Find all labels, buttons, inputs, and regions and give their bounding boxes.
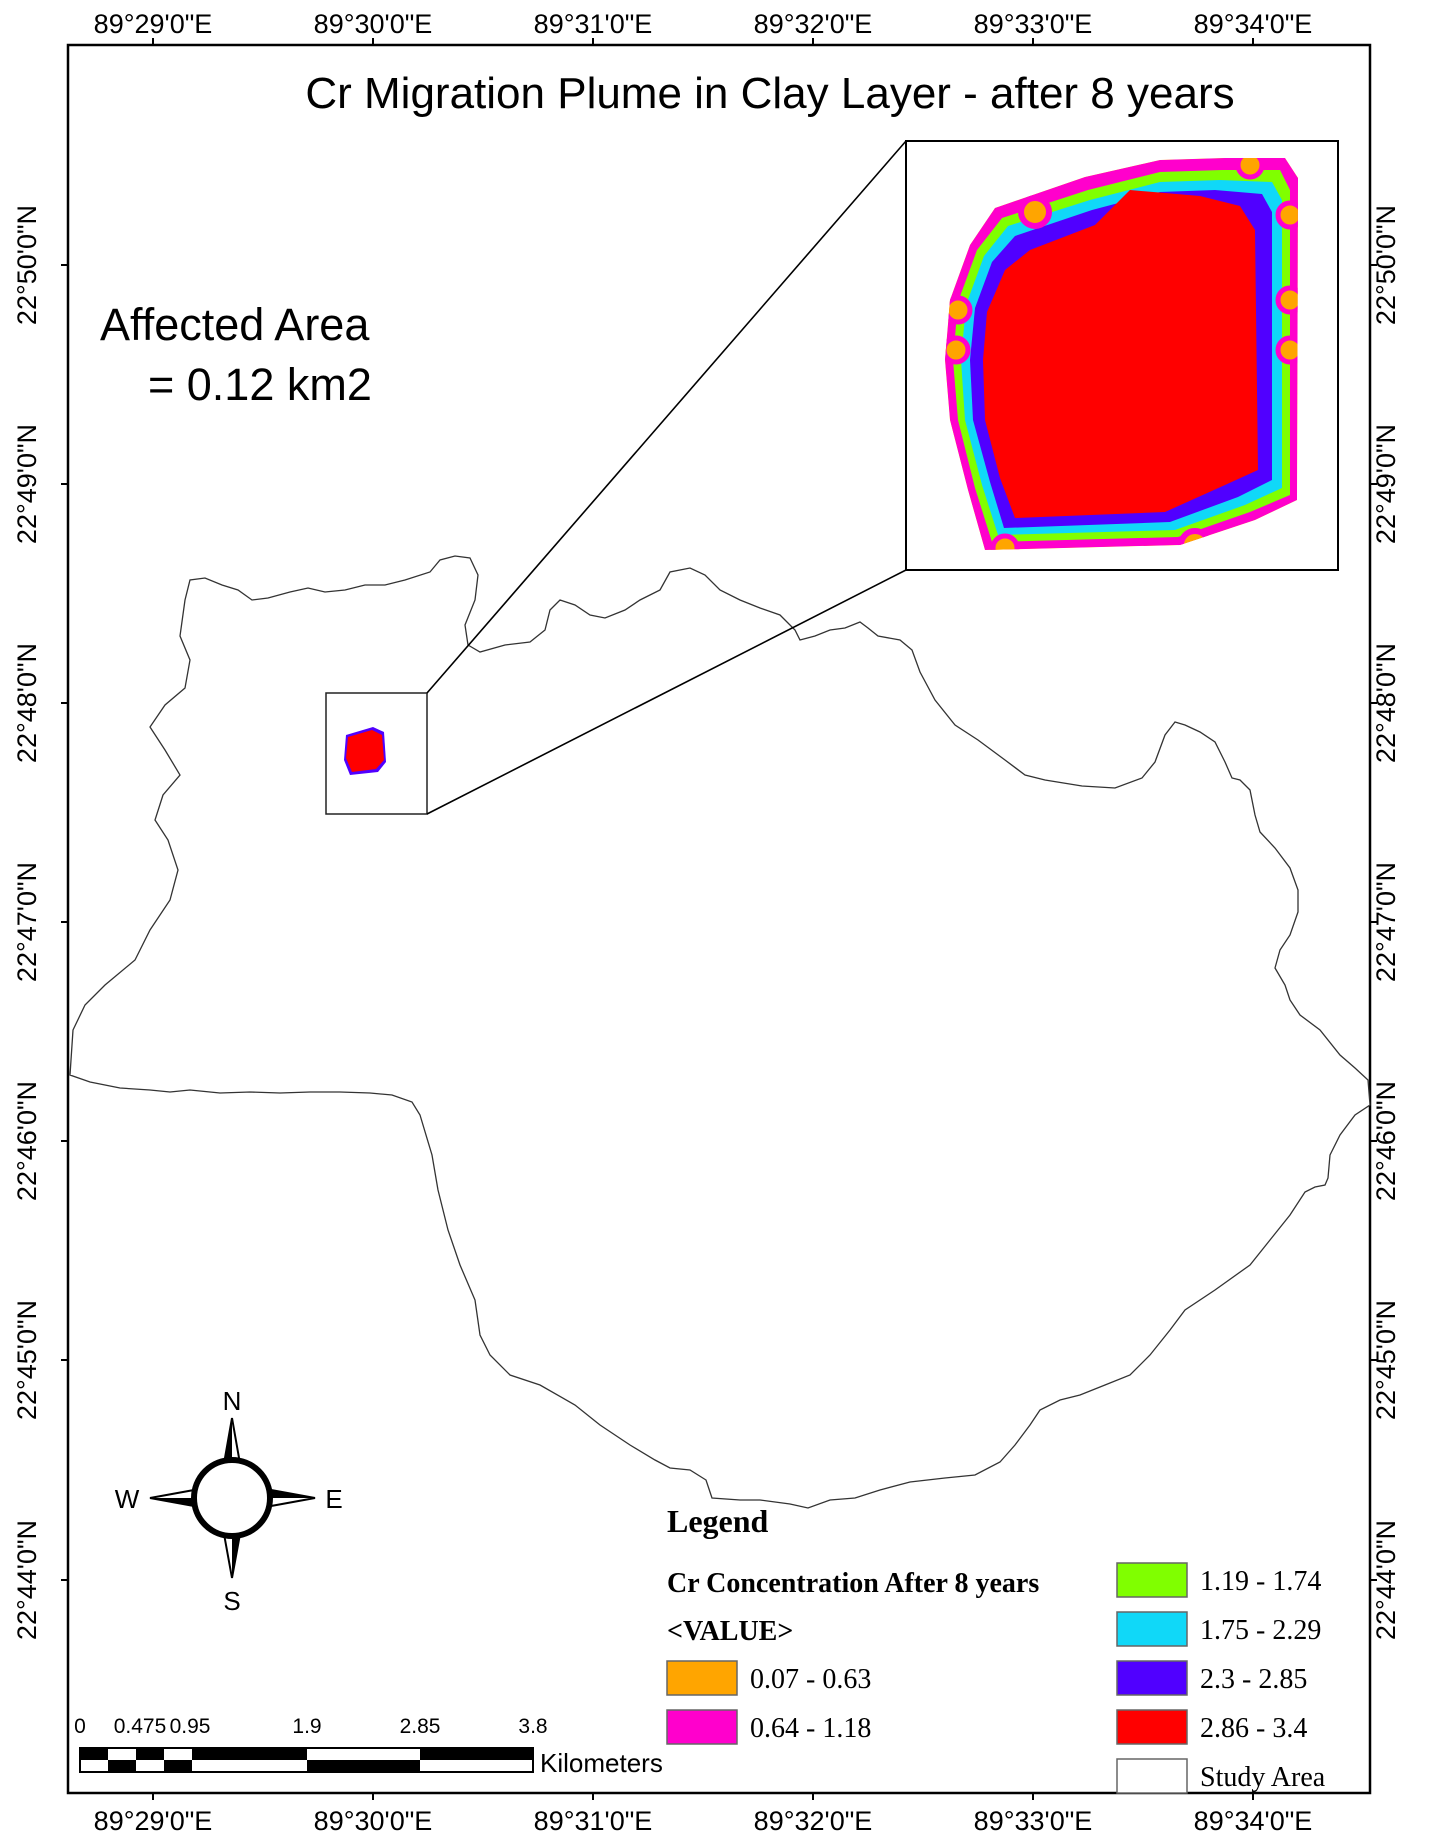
scale-label-1: 0.475: [114, 1715, 167, 1738]
lon-label-top-4: 89°32'0"E: [754, 9, 873, 39]
scale-label-5: 3.8: [518, 1715, 547, 1738]
scale-label-2: 0.95: [170, 1715, 211, 1738]
lon-label-top-6: 89°34'0"E: [1194, 9, 1313, 39]
lat-label-left-7: 22°44'0"N: [12, 1520, 42, 1640]
scale-label-3: 1.9: [292, 1715, 321, 1738]
lat-label-left-5: 22°46'0"N: [12, 1081, 42, 1201]
plume-small-core: [346, 730, 384, 772]
latitude-ticks: [61, 264, 1377, 1581]
study-area-boundary: [69, 555, 1371, 1509]
affected-area-label: Affected Area: [100, 299, 370, 350]
legend-label-6: 2.86 - 3.4: [1200, 1713, 1307, 1744]
compass-w-label: W: [115, 1484, 140, 1514]
top-longitude-labels: 89°29'0"E 89°30'0"E 89°31'0"E 89°32'0"E …: [94, 9, 1313, 39]
lon-label-bottom-2: 89°30'0"E: [314, 1806, 433, 1836]
lat-label-left-4: 22°47'0"N: [12, 862, 42, 982]
compass-e-label: E: [325, 1484, 342, 1514]
legend-swatch-study-area: [1116, 1758, 1188, 1794]
affected-area-value: = 0.12 km2: [148, 359, 372, 410]
legend-label-2: 0.64 - 1.18: [750, 1713, 871, 1744]
lon-label-bottom-1: 89°29'0"E: [94, 1806, 213, 1836]
scale-label-0: 0: [74, 1715, 86, 1738]
lon-label-bottom-5: 89°33'0"E: [974, 1806, 1093, 1836]
legend-label-3: 1.19 - 1.74: [1200, 1566, 1321, 1597]
legend-swatch-5: [1116, 1660, 1188, 1696]
lon-label-bottom-3: 89°31'0"E: [534, 1806, 653, 1836]
lon-label-top-1: 89°29'0"E: [94, 9, 213, 39]
compass-s-label: S: [223, 1586, 240, 1616]
lat-label-left-3: 22°48'0"N: [12, 643, 42, 763]
legend-swatch-3: [1116, 1562, 1188, 1598]
lat-label-left-2: 22°49'0"N: [12, 424, 42, 544]
legend-field: <VALUE>: [667, 1616, 793, 1647]
left-latitude-labels: 22°50'0"N 22°49'0"N 22°48'0"N 22°47'0"N …: [12, 205, 42, 1640]
legend-swatch-6: [1116, 1709, 1188, 1745]
inset-plume: [945, 158, 1298, 550]
scale-bar: 0 0.475 0.95 1.9 2.85 3.8 Kilometers: [74, 1715, 663, 1778]
inset-connector-top: [426, 140, 907, 694]
legend-label-study-area: Study Area: [1200, 1762, 1326, 1793]
compass-rose: N S E W: [115, 1386, 343, 1616]
legend-swatch-1: [666, 1660, 738, 1696]
scale-label-4: 2.85: [400, 1715, 441, 1738]
legend-swatch-2: [666, 1709, 738, 1745]
compass-n-label: N: [223, 1386, 242, 1416]
plume-location-box: [325, 692, 428, 815]
lon-label-top-3: 89°31'0"E: [534, 9, 653, 39]
lon-label-bottom-4: 89°32'0"E: [754, 1806, 873, 1836]
bottom-longitude-labels: 89°29'0"E 89°30'0"E 89°31'0"E 89°32'0"E …: [94, 1806, 1313, 1836]
legend-label-1: 0.07 - 0.63: [750, 1664, 871, 1695]
lon-label-top-5: 89°33'0"E: [974, 9, 1093, 39]
lon-label-top-2: 89°30'0"E: [314, 9, 433, 39]
legend-label-4: 1.75 - 2.29: [1200, 1615, 1321, 1646]
legend-swatch-4: [1116, 1611, 1188, 1647]
legend-layer-name: Cr Concentration After 8 years: [667, 1568, 1039, 1599]
legend-label-5: 2.3 - 2.85: [1200, 1664, 1307, 1695]
scale-unit-label: Kilometers: [540, 1748, 663, 1778]
map-title: Cr Migration Plume in Clay Layer - after…: [305, 69, 1234, 118]
longitude-ticks: [152, 38, 1254, 1800]
inset-connector-bottom: [426, 569, 907, 815]
legend-heading: Legend: [667, 1503, 769, 1539]
lat-label-left-1: 22°50'0"N: [12, 205, 42, 325]
lon-label-bottom-6: 89°34'0"E: [1194, 1806, 1313, 1836]
legend: Legend Cr Concentration After 8 years <V…: [666, 1503, 1326, 1794]
lat-label-left-6: 22°45'0"N: [12, 1300, 42, 1420]
